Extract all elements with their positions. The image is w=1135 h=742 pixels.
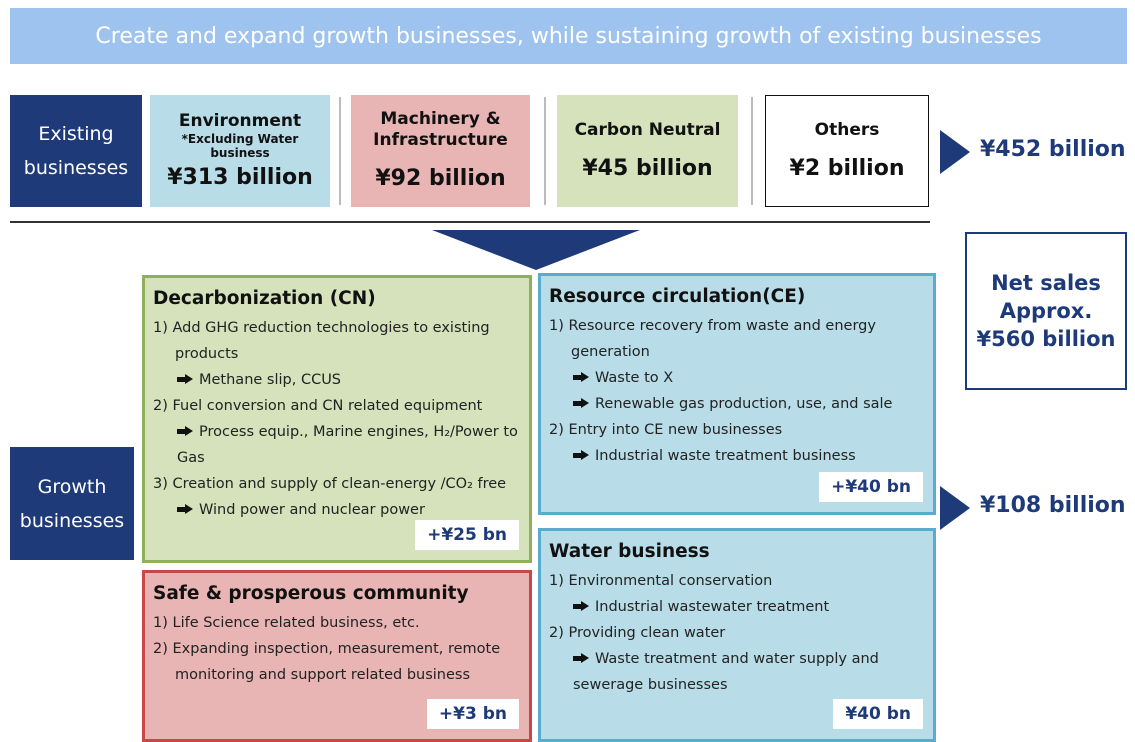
arrow-icon	[573, 372, 589, 382]
arrow-icon	[177, 504, 193, 514]
arrow-icon	[573, 450, 589, 460]
arrow-text: Wind power and nuclear power	[199, 502, 425, 518]
business-name: Machinery & Infrastructure	[373, 109, 508, 150]
business-name: Carbon Neutral	[574, 119, 721, 140]
arrow-item: Renewable gas production, use, and sale	[549, 391, 925, 417]
arrow-text: Process equip., Marine engines, H₂/Power…	[177, 424, 518, 466]
business-value: ¥45 billion	[582, 155, 713, 181]
net-sales-line: ¥560 billion	[976, 327, 1116, 351]
business-value: ¥313 billion	[167, 164, 313, 190]
business-box: Machinery & Infrastructure ¥92 billion	[351, 95, 530, 207]
item: 2) Fuel conversion and CN related equipm…	[153, 398, 483, 414]
separator	[544, 97, 546, 205]
down-arrow	[432, 230, 640, 270]
arrow	[940, 130, 970, 174]
growth-total: ¥108 billion	[980, 493, 1126, 518]
arrow-text: Industrial wastewater treatment	[595, 599, 830, 615]
arrow-text: Waste to X	[595, 370, 674, 386]
item: 2) Expanding inspection, measurement, re…	[153, 641, 501, 683]
business-box: Environment *Excluding Water business ¥313…	[150, 95, 330, 207]
arrow-item: Industrial wastewater treatment	[549, 594, 925, 620]
amount: +¥25 bn	[415, 520, 519, 550]
box-title: Resource circulation(CE)	[549, 286, 806, 307]
business-value: ¥2 billion	[789, 155, 905, 181]
amount: +¥40 bn	[819, 472, 923, 502]
arrow-icon	[573, 398, 589, 408]
arrow-item: Methane slip, CCUS	[153, 367, 521, 393]
amount: ¥40 bn	[833, 699, 923, 729]
growth-box: Decarbonization (CN) 1) Add GHG reduction…	[142, 275, 532, 563]
item: 2) Entry into CE new businesses	[549, 422, 783, 438]
separator	[751, 97, 753, 205]
arrow-item: Industrial waste treatment business	[549, 443, 925, 469]
arrow-text: Methane slip, CCUS	[199, 372, 342, 388]
business-box: Others ¥2 billion	[765, 95, 929, 207]
item: 3) Creation and supply of clean-energy /…	[153, 476, 507, 492]
item: 2) Providing clean water	[549, 625, 726, 641]
banner: Create and expand growth businesses, whi…	[10, 8, 1127, 64]
arrow-icon	[573, 601, 589, 611]
business-value: ¥92 billion	[375, 166, 506, 191]
growth-box: Water business 1) Environmental conservat…	[538, 528, 936, 742]
growth-label: Growth businesses	[10, 447, 134, 560]
arrow	[940, 486, 970, 530]
arrow-item: Waste treatment and water supply and sew…	[549, 646, 925, 698]
arrow-icon	[177, 426, 193, 436]
net-sales: Net sales Approx. ¥560 billion	[965, 232, 1127, 390]
item: 1) Life Science related business, etc.	[153, 615, 420, 631]
growth-box: Resource circulation(CE) 1) Resource reco…	[538, 273, 936, 515]
box-title: Decarbonization (CN)	[153, 288, 376, 309]
business-box: Carbon Neutral ¥45 billion	[557, 95, 738, 207]
arrow-text: Waste treatment and water supply and sew…	[573, 651, 879, 693]
net-sales-line: Approx.	[999, 299, 1093, 323]
existing-label: Existing businesses	[10, 95, 142, 207]
business-name: Environment	[178, 110, 302, 131]
item: 1) Resource recovery from waste and ener…	[549, 318, 876, 360]
arrow-icon	[177, 374, 193, 384]
item: 1) Add GHG reduction technologies to exi…	[153, 320, 490, 362]
business-note: *Excluding Water business	[181, 131, 299, 160]
box-title: Water business	[549, 541, 710, 562]
divider	[10, 221, 930, 223]
arrow-icon	[573, 653, 589, 663]
item: 1) Environmental conservation	[549, 573, 773, 589]
arrow-item: Wind power and nuclear power	[153, 497, 521, 523]
box-title: Safe & prosperous community	[153, 583, 469, 604]
net-sales-line: Net sales	[991, 271, 1101, 295]
arrow-text: Renewable gas production, use, and sale	[595, 396, 893, 412]
growth-box: Safe & prosperous community 1) Life Scien…	[142, 570, 532, 742]
arrow-text: Industrial waste treatment business	[595, 448, 856, 464]
separator	[339, 97, 341, 205]
amount: +¥3 bn	[426, 699, 519, 729]
arrow-item: Waste to X	[549, 365, 925, 391]
existing-total: ¥452 billion	[980, 137, 1126, 162]
arrow-item: Process equip., Marine engines, H₂/Power…	[153, 419, 521, 471]
business-name: Others	[814, 119, 880, 140]
